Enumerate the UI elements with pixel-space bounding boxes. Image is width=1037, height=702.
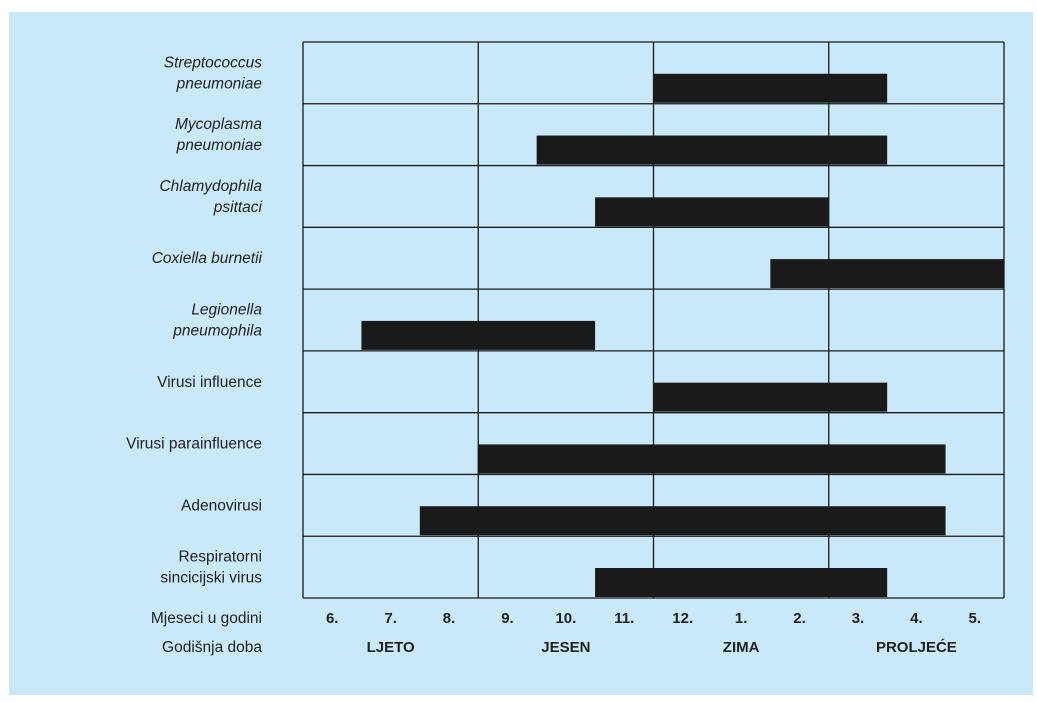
bar-1 — [536, 135, 888, 165]
bar-0 — [653, 73, 888, 103]
month-tick-label: 4. — [910, 610, 923, 627]
season-tick-label: LJETO — [367, 639, 415, 656]
row-label: Streptococcus — [164, 54, 262, 71]
row-label: Respiratorni — [178, 549, 262, 566]
row-label: Adenovirusi — [181, 497, 262, 514]
row-label: pneumoniae — [176, 75, 263, 92]
row-label: Chlamydophila — [159, 178, 262, 195]
month-tick-label: 1. — [735, 610, 748, 627]
month-tick-label: 8. — [443, 610, 456, 627]
bar-4 — [361, 320, 596, 350]
month-row-label: Mjeseci u godini — [151, 610, 262, 627]
month-tick-label: 10. — [555, 610, 576, 627]
month-tick-label: 2. — [793, 610, 806, 627]
month-tick-label: 11. — [614, 610, 634, 627]
month-tick-label: 5. — [969, 610, 982, 627]
row-label: Mycoplasma — [175, 116, 262, 133]
bar-3 — [770, 259, 1004, 289]
row-label: Legionella — [191, 302, 262, 319]
row-label: pneumophila — [172, 323, 262, 340]
bar-2 — [595, 197, 829, 227]
bar-7 — [419, 506, 946, 536]
month-tick-label: 6. — [326, 610, 339, 627]
season-row-label: Godišnja doba — [162, 639, 262, 656]
month-tick-label: 12. — [672, 610, 693, 627]
row-label: Virusi parainfluence — [126, 436, 262, 453]
row-label: sincicijski virus — [160, 570, 262, 587]
bar-5 — [653, 382, 888, 412]
season-tick-label: PROLJEĆE — [876, 638, 957, 656]
season-tick-label: ZIMA — [723, 639, 760, 656]
row-label: Virusi influence — [157, 374, 262, 391]
month-tick-label: 9. — [501, 610, 514, 627]
bar-6 — [478, 444, 946, 474]
row-label: pneumoniae — [176, 137, 263, 154]
row-label: Coxiella burnetii — [152, 250, 263, 267]
season-tick-label: JESEN — [541, 639, 590, 656]
month-tick-label: 3. — [852, 610, 865, 627]
bar-8 — [595, 568, 888, 597]
month-tick-label: 7. — [384, 610, 397, 627]
row-label: psittaci — [213, 199, 263, 216]
